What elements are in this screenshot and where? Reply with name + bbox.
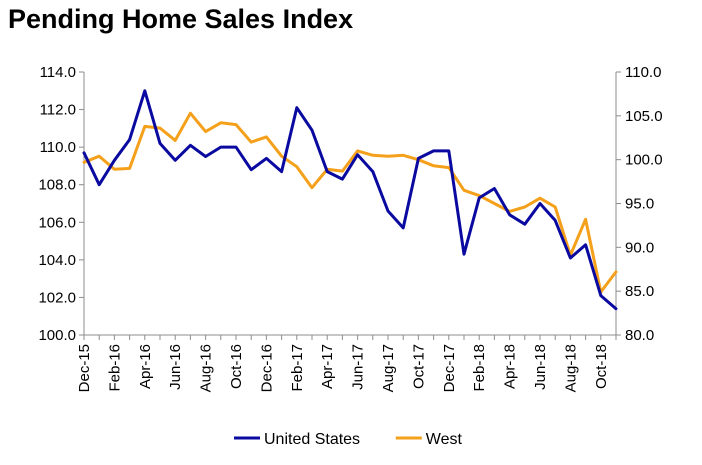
left-y-tick-label: 114.0 <box>40 64 76 81</box>
right-y-tick-label: 85.0 <box>625 283 654 300</box>
x-tick-label: Feb-18 <box>471 344 488 392</box>
left-y-tick-label: 104.0 <box>38 252 76 269</box>
right-y-tick-label: 105.0 <box>625 108 663 125</box>
x-tick-label: Oct-18 <box>593 344 610 389</box>
x-tick-label: Apr-18 <box>502 344 519 389</box>
left-y-tick-label: 110.0 <box>40 139 76 156</box>
x-tick-label: Dec-16 <box>258 344 275 392</box>
x-tick-label: Jun-16 <box>167 344 184 390</box>
legend-label-west: West <box>426 431 463 448</box>
left-y-tick-label: 108.0 <box>38 177 76 194</box>
chart-title: Pending Home Sales Index <box>8 4 354 34</box>
left-y-tick-label: 100.0 <box>38 327 76 344</box>
x-tick-label: Dec-17 <box>441 344 458 392</box>
right-y-tick-label: 90.0 <box>625 239 654 256</box>
x-tick-label: Aug-17 <box>380 344 397 392</box>
right-y-tick-label: 100.0 <box>625 152 663 169</box>
x-tick-label: Dec-15 <box>76 344 93 392</box>
x-tick-label: Jun-17 <box>350 344 367 390</box>
x-tick-label: Oct-16 <box>228 344 245 389</box>
left-y-tick-label: 106.0 <box>38 214 76 231</box>
right-y-tick-label: 110.0 <box>625 64 661 81</box>
series-line-united-states <box>82 89 618 311</box>
left-y-tick-label: 112.0 <box>40 102 76 119</box>
x-tick-label: Jun-18 <box>532 344 549 390</box>
left-y-tick-label: 102.0 <box>38 289 76 306</box>
right-y-tick-label: 95.0 <box>625 196 654 213</box>
x-tick-label: Aug-18 <box>562 344 579 392</box>
x-tick-label: Oct-17 <box>410 344 427 389</box>
x-tick-label: Apr-16 <box>137 344 154 389</box>
x-tick-label: Feb-16 <box>106 344 123 392</box>
x-tick-label: Apr-17 <box>319 344 336 389</box>
right-y-tick-label: 80.0 <box>625 327 654 344</box>
x-tick-label: Aug-16 <box>198 344 215 392</box>
x-tick-label: Feb-17 <box>289 344 306 392</box>
legend-label-united-states: United States <box>264 431 360 448</box>
series-line-west <box>82 111 618 294</box>
